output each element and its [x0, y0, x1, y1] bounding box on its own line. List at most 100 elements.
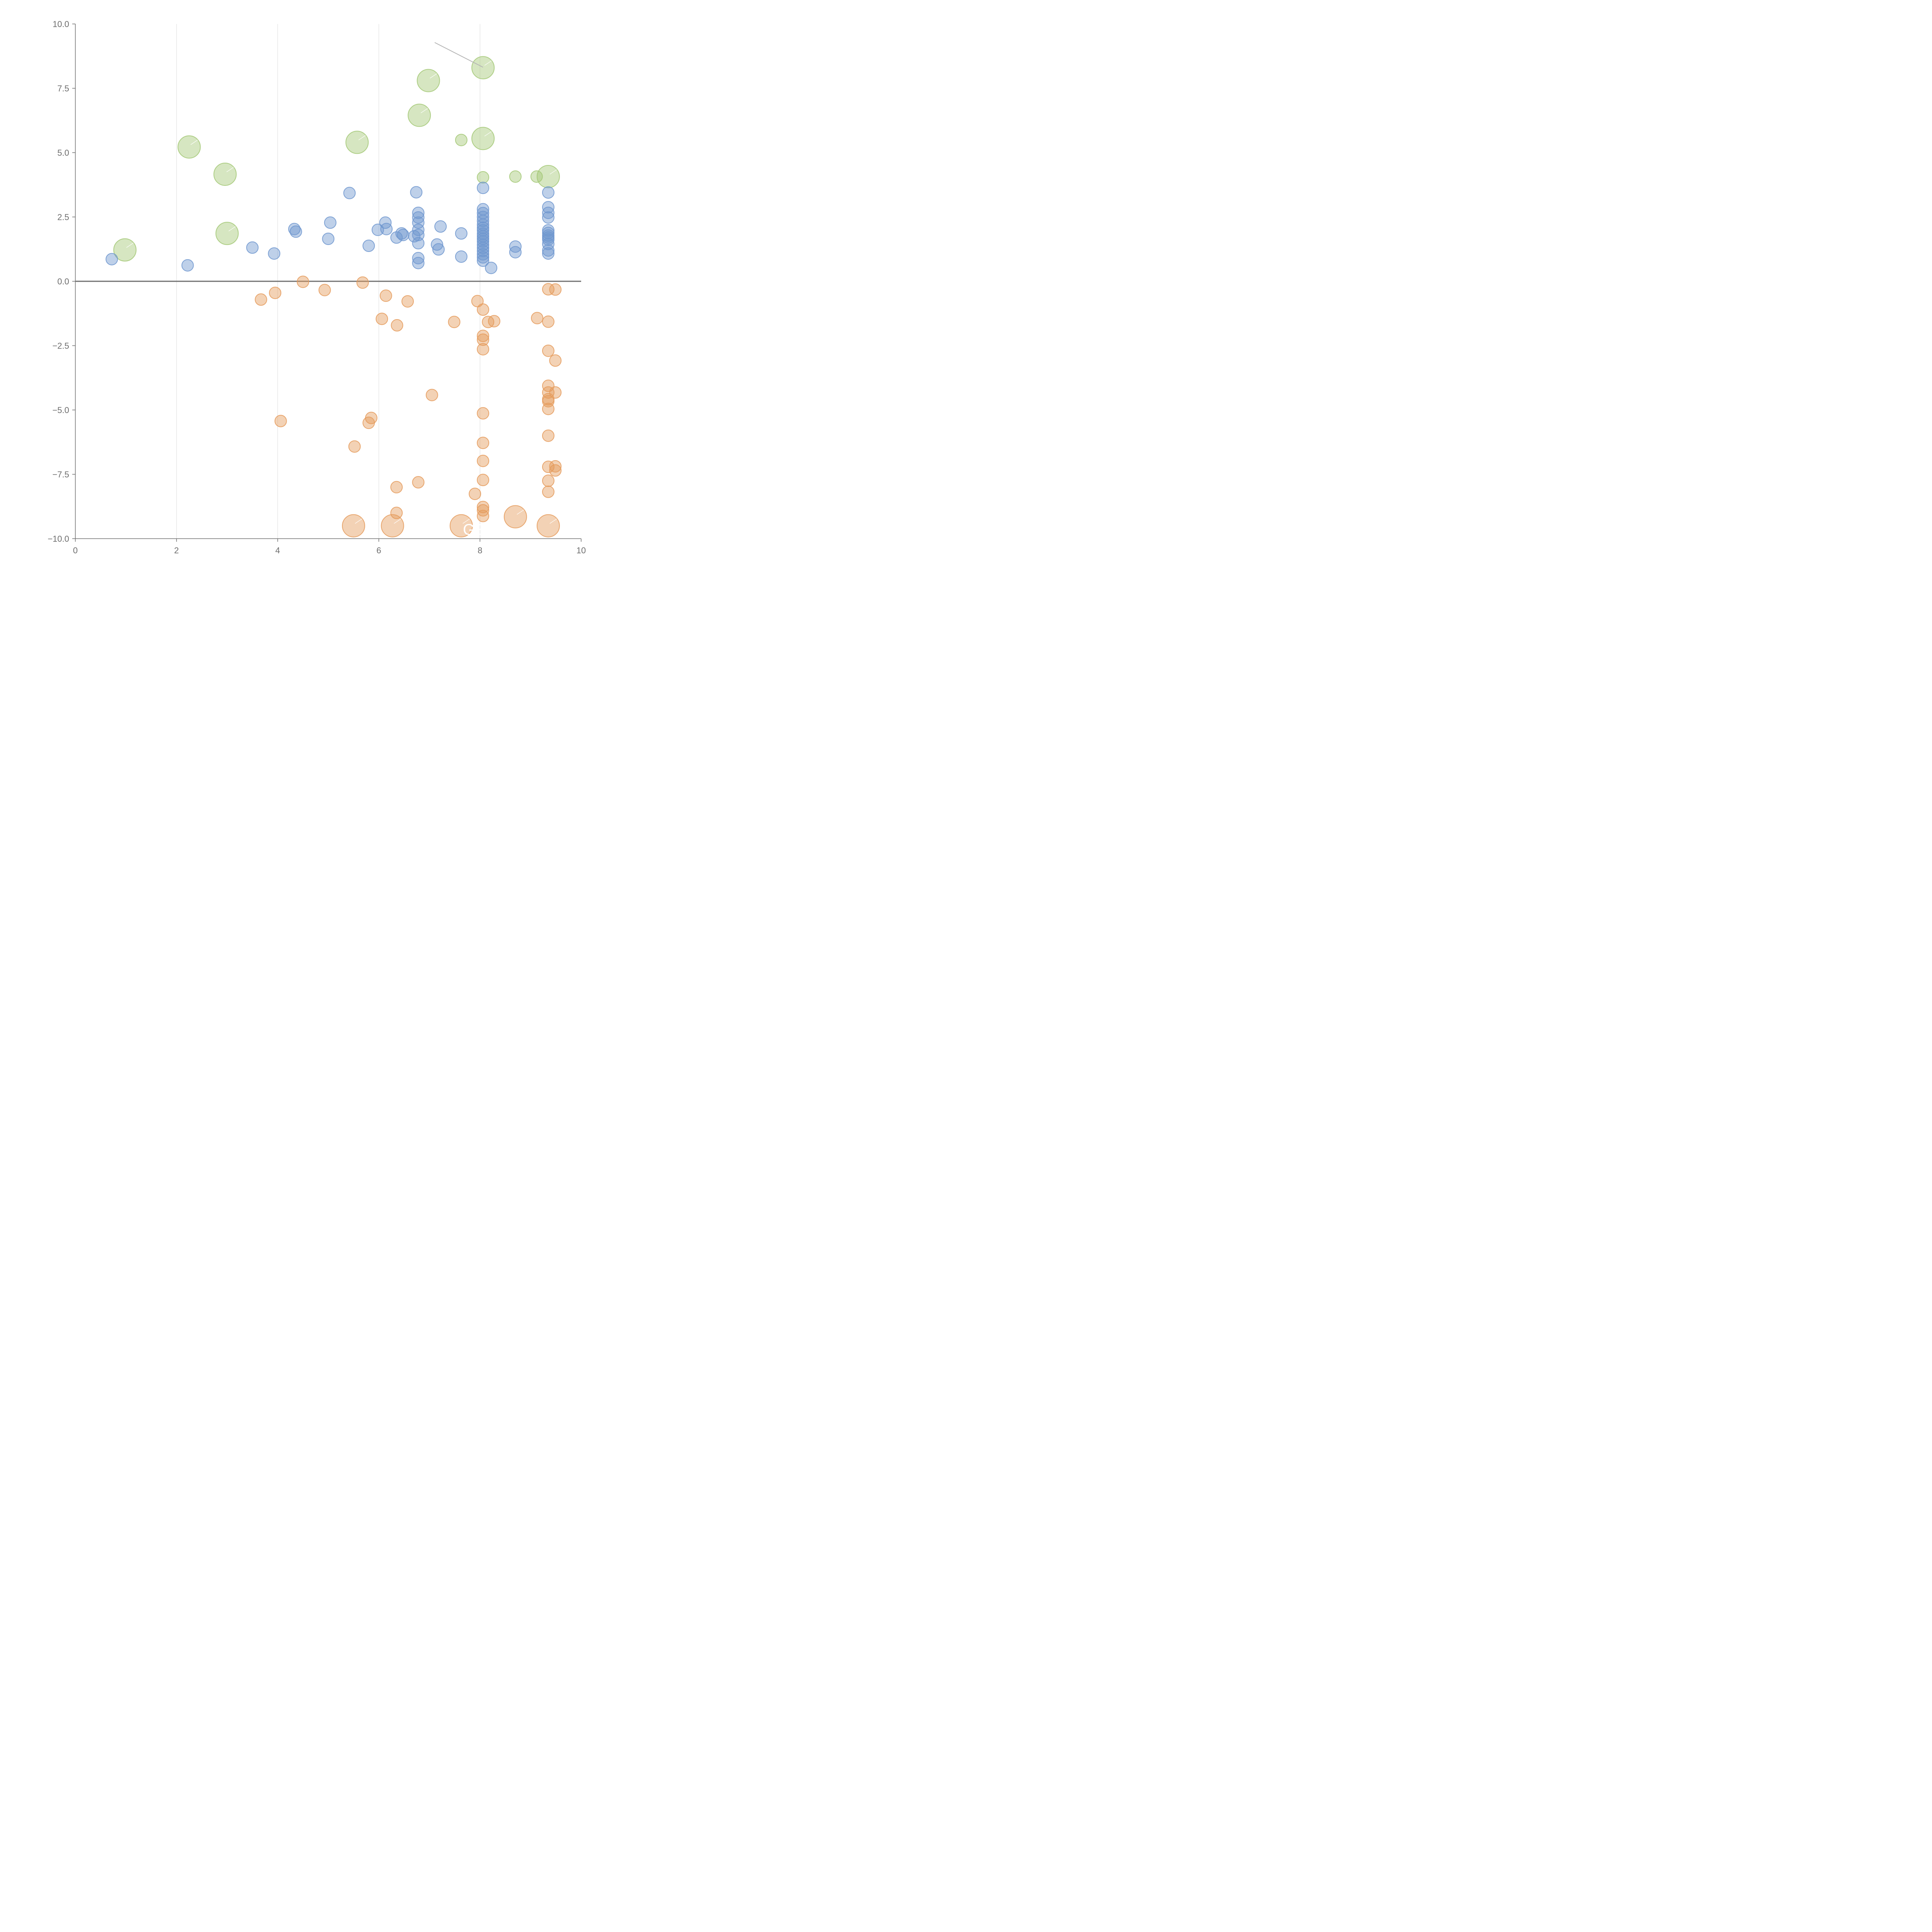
data-point-blue — [289, 225, 302, 238]
y-tick-label: −10.0 — [48, 534, 69, 544]
data-point-green — [213, 162, 237, 186]
data-point-blue — [412, 223, 425, 236]
data-point-orange — [448, 316, 461, 328]
data-point-blue — [542, 206, 554, 219]
data-point-orange — [362, 417, 375, 429]
data-point-orange — [542, 474, 554, 487]
y-tick-label: 5.0 — [57, 148, 69, 158]
data-point-orange — [318, 284, 331, 296]
data-point-blue — [542, 226, 554, 239]
data-point-orange — [549, 460, 562, 473]
data-point-orange — [255, 293, 267, 306]
data-point-orange — [471, 295, 484, 308]
data-point-blue — [477, 254, 490, 267]
data-point-orange — [477, 510, 490, 522]
data-point-green — [215, 222, 239, 245]
x-tick-label: 10 — [577, 546, 586, 555]
data-point-orange — [542, 485, 554, 498]
data-point-orange — [542, 283, 554, 296]
data-point-orange — [477, 501, 490, 514]
bubble-leader — [420, 108, 428, 113]
bubble-leader — [355, 519, 362, 524]
data-point-blue — [542, 238, 554, 250]
bubble-leader — [484, 131, 492, 136]
data-point-green — [509, 170, 522, 183]
data-point-blue — [324, 216, 337, 229]
bubble-leader — [226, 167, 234, 172]
data-point-blue — [455, 227, 468, 240]
data-point-orange — [356, 276, 369, 289]
data-point-orange — [542, 344, 554, 357]
data-point-orange — [412, 476, 425, 489]
x-tick-label: 0 — [73, 546, 78, 555]
data-point-orange — [477, 303, 490, 316]
data-point-blue — [432, 243, 445, 256]
data-point-orange — [542, 315, 554, 328]
data-point-blue — [455, 250, 468, 263]
data-point-blue — [380, 223, 393, 235]
data-point-blue — [397, 229, 410, 242]
data-point-green — [477, 171, 490, 184]
data-point-orange — [391, 319, 403, 332]
bubble-leader — [549, 519, 557, 524]
data-point-orange — [477, 333, 490, 346]
data-point-blue — [542, 186, 554, 199]
data-point-green — [113, 238, 137, 262]
data-point-orange — [477, 343, 490, 355]
data-point-blue — [322, 233, 335, 245]
data-point-orange — [549, 354, 562, 367]
data-point-blue — [412, 257, 425, 269]
data-point-orange — [269, 286, 282, 299]
data-point-blue — [477, 251, 490, 264]
data-point-green — [536, 165, 560, 188]
data-point-blue — [430, 238, 443, 251]
x-tick-label: 2 — [174, 546, 179, 555]
data-point-green — [471, 127, 495, 150]
data-point-blue — [362, 240, 375, 252]
data-point-blue — [410, 186, 423, 199]
data-point-blue — [485, 262, 497, 274]
data-point-orange — [477, 437, 490, 449]
data-point-green — [471, 56, 495, 80]
data-point-orange — [531, 312, 544, 325]
bubble-leader — [394, 519, 401, 524]
y-tick-label: 10.0 — [53, 19, 69, 29]
annotation-leader — [434, 42, 483, 68]
bubble-leader — [463, 519, 470, 524]
annotations: GENS — [434, 42, 507, 538]
data-point-orange — [536, 514, 560, 537]
data-point-orange — [449, 514, 473, 537]
data-point-orange — [542, 429, 554, 442]
data-point-orange — [477, 407, 490, 420]
bubble-leader — [228, 226, 236, 231]
data-point-blue — [542, 224, 554, 237]
data-point-orange — [390, 507, 403, 519]
data-point-green — [408, 104, 431, 127]
data-point-blue — [412, 216, 425, 229]
bubble-leader — [549, 169, 557, 175]
bubble-leader — [484, 60, 492, 66]
data-point-blue — [412, 206, 425, 219]
bubble-leader — [190, 139, 198, 145]
x-tick-label: 6 — [376, 546, 381, 555]
x-tick-label: 4 — [275, 546, 280, 555]
data-point-blue — [542, 233, 554, 246]
annotation-label: GENS — [463, 521, 507, 538]
data-point-blue — [434, 220, 447, 233]
data-point-blue — [542, 247, 554, 260]
data-point-orange — [425, 389, 438, 401]
data-point-blue — [181, 259, 194, 272]
data-point-blue — [412, 252, 425, 265]
data-point-blue — [412, 211, 425, 224]
y-tick-label: −2.5 — [53, 341, 69, 351]
data-point-orange — [348, 440, 361, 453]
data-point-blue — [477, 235, 490, 248]
data-point-orange — [542, 403, 554, 415]
y-axis-ticks: 10.0 7.5 5.0 2.5 0.0 −2.5 −5.0 −7.5 −10.0 — [48, 19, 75, 544]
y-tick-label: −5.0 — [53, 405, 69, 415]
data-point-orange — [477, 330, 490, 342]
data-point-orange — [503, 505, 527, 529]
data-point-blue — [542, 211, 554, 224]
data-points — [105, 56, 562, 537]
y-tick-label: 2.5 — [57, 213, 69, 222]
